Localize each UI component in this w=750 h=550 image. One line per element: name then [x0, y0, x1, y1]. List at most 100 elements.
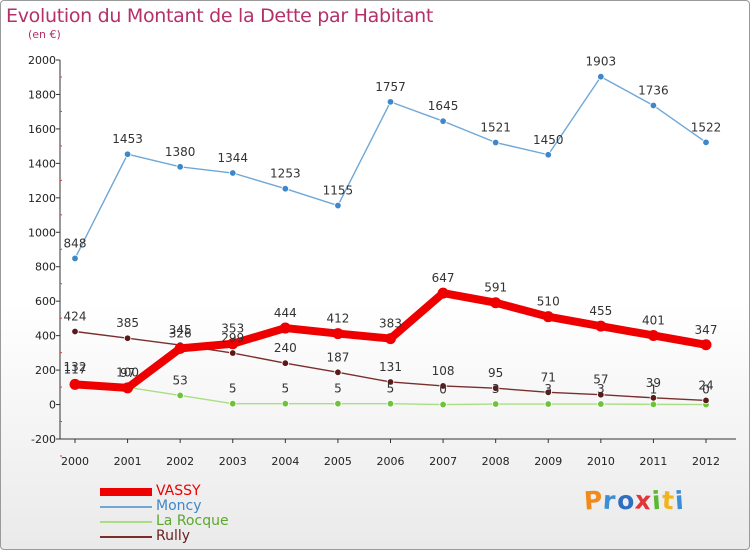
data-label-la-rocque: 53 — [173, 373, 188, 387]
data-point-vassy — [122, 382, 134, 394]
data-label-vassy: 326 — [169, 326, 192, 340]
data-label-rully: 108 — [432, 364, 455, 378]
data-point-la-rocque — [597, 400, 605, 408]
data-point-vassy — [227, 338, 239, 350]
y-tick-label: 1200 — [28, 192, 56, 205]
data-point-vassy — [490, 297, 502, 309]
y-tick-label: 200 — [35, 364, 56, 377]
data-label-rully: 240 — [274, 341, 297, 355]
data-point-vassy — [69, 378, 81, 390]
data-point-moncy — [176, 163, 184, 171]
data-point-vassy — [174, 342, 186, 354]
x-tick-label: 2003 — [219, 455, 247, 468]
data-point-vassy — [437, 287, 449, 299]
data-point-rully — [386, 378, 395, 386]
data-point-rully — [229, 349, 237, 357]
y-tick-label: 2000 — [28, 54, 56, 67]
data-point-rully — [71, 327, 79, 336]
data-point-moncy — [334, 201, 342, 210]
data-label-vassy: 117 — [64, 362, 87, 376]
data-point-rully — [123, 334, 132, 342]
data-label-vassy: 401 — [642, 313, 665, 327]
x-tick-label: 2009 — [534, 455, 562, 468]
data-point-rully — [544, 388, 552, 397]
x-tick-label: 2005 — [324, 455, 352, 468]
data-label-moncy: 1736 — [638, 83, 669, 97]
logo-letter: x — [633, 485, 653, 516]
data-label-vassy: 455 — [589, 304, 612, 318]
data-label-moncy: 1344 — [217, 151, 248, 165]
data-point-la-rocque — [386, 399, 395, 408]
legend-label: Moncy — [156, 498, 202, 514]
data-point-rully — [702, 396, 710, 405]
legend-label: La Rocque — [156, 513, 229, 529]
data-label-vassy: 353 — [221, 322, 244, 336]
data-label-vassy: 591 — [484, 281, 507, 295]
data-point-vassy — [595, 320, 607, 332]
data-label-la-rocque: 0 — [439, 383, 447, 397]
data-label-rully: 187 — [326, 350, 349, 364]
chart-legend: VASSY Moncy La Rocque Rully — [100, 484, 300, 544]
legend-swatch — [100, 488, 152, 496]
data-label-la-rocque: 3 — [492, 382, 500, 396]
data-point-rully — [649, 394, 658, 402]
legend-label: Rully — [156, 528, 191, 544]
data-label-rully: 345 — [169, 323, 192, 337]
data-label-moncy: 1450 — [533, 133, 564, 147]
legend-swatch — [100, 506, 152, 508]
data-point-moncy — [229, 169, 237, 177]
data-label-rully: 385 — [116, 316, 139, 330]
data-label-rully: 57 — [593, 373, 608, 387]
legend-item-rully: Rully — [100, 529, 300, 544]
data-label-vassy: 347 — [695, 323, 718, 337]
data-label-rully: 71 — [541, 370, 556, 384]
chart-subtitle: (en €) — [28, 28, 61, 41]
data-label-moncy: 1757 — [375, 80, 406, 94]
data-point-moncy — [281, 184, 290, 193]
data-point-la-rocque — [334, 399, 342, 408]
y-tick-label: 400 — [35, 330, 56, 343]
data-point-moncy — [386, 98, 395, 106]
data-point-vassy — [647, 329, 659, 341]
data-point-vassy — [700, 339, 712, 351]
data-label-vassy: 383 — [379, 317, 402, 331]
x-tick-label: 2008 — [482, 455, 510, 468]
data-label-la-rocque: 1 — [650, 382, 658, 396]
x-tick-label: 2006 — [377, 455, 405, 468]
chart-title: Evolution du Montant de la Dette par Hab… — [6, 5, 434, 27]
data-point-rully — [281, 359, 290, 367]
data-label-moncy: 1155 — [323, 184, 354, 198]
data-point-vassy — [385, 333, 396, 345]
data-label-rully: 299 — [221, 331, 244, 345]
data-label-moncy: 1253 — [270, 167, 301, 181]
x-tick-label: 2001 — [114, 455, 142, 468]
x-tick-label: 2004 — [271, 455, 299, 468]
data-label-vassy: 412 — [326, 312, 349, 326]
y-tick-label: 600 — [35, 295, 56, 308]
data-point-la-rocque — [176, 391, 184, 400]
x-tick-label: 2007 — [429, 455, 457, 468]
data-label-vassy: 647 — [432, 271, 455, 285]
data-label-rully: 131 — [379, 360, 402, 374]
data-label-la-rocque: 5 — [229, 382, 237, 396]
data-point-la-rocque — [649, 400, 658, 409]
data-label-rully: 424 — [64, 310, 87, 324]
data-point-la-rocque — [544, 400, 552, 408]
data-point-vassy — [332, 328, 344, 340]
data-label-la-rocque: 3 — [597, 382, 605, 396]
data-label-vassy: 510 — [537, 295, 560, 309]
data-label-moncy: 1645 — [428, 99, 459, 113]
y-tick-label: 800 — [35, 261, 56, 274]
data-label-la-rocque: 5 — [282, 382, 290, 396]
data-label-rully: 24 — [698, 378, 713, 392]
data-point-rully — [491, 384, 500, 392]
data-label-moncy: 1903 — [586, 55, 617, 69]
data-point-moncy — [71, 254, 79, 263]
data-label-la-rocque: 3 — [544, 382, 552, 396]
data-label-la-rocque: 5 — [334, 382, 342, 396]
data-label-la-rocque: 132 — [64, 360, 87, 374]
data-point-la-rocque — [439, 400, 447, 409]
data-label-la-rocque: 0 — [702, 383, 710, 397]
